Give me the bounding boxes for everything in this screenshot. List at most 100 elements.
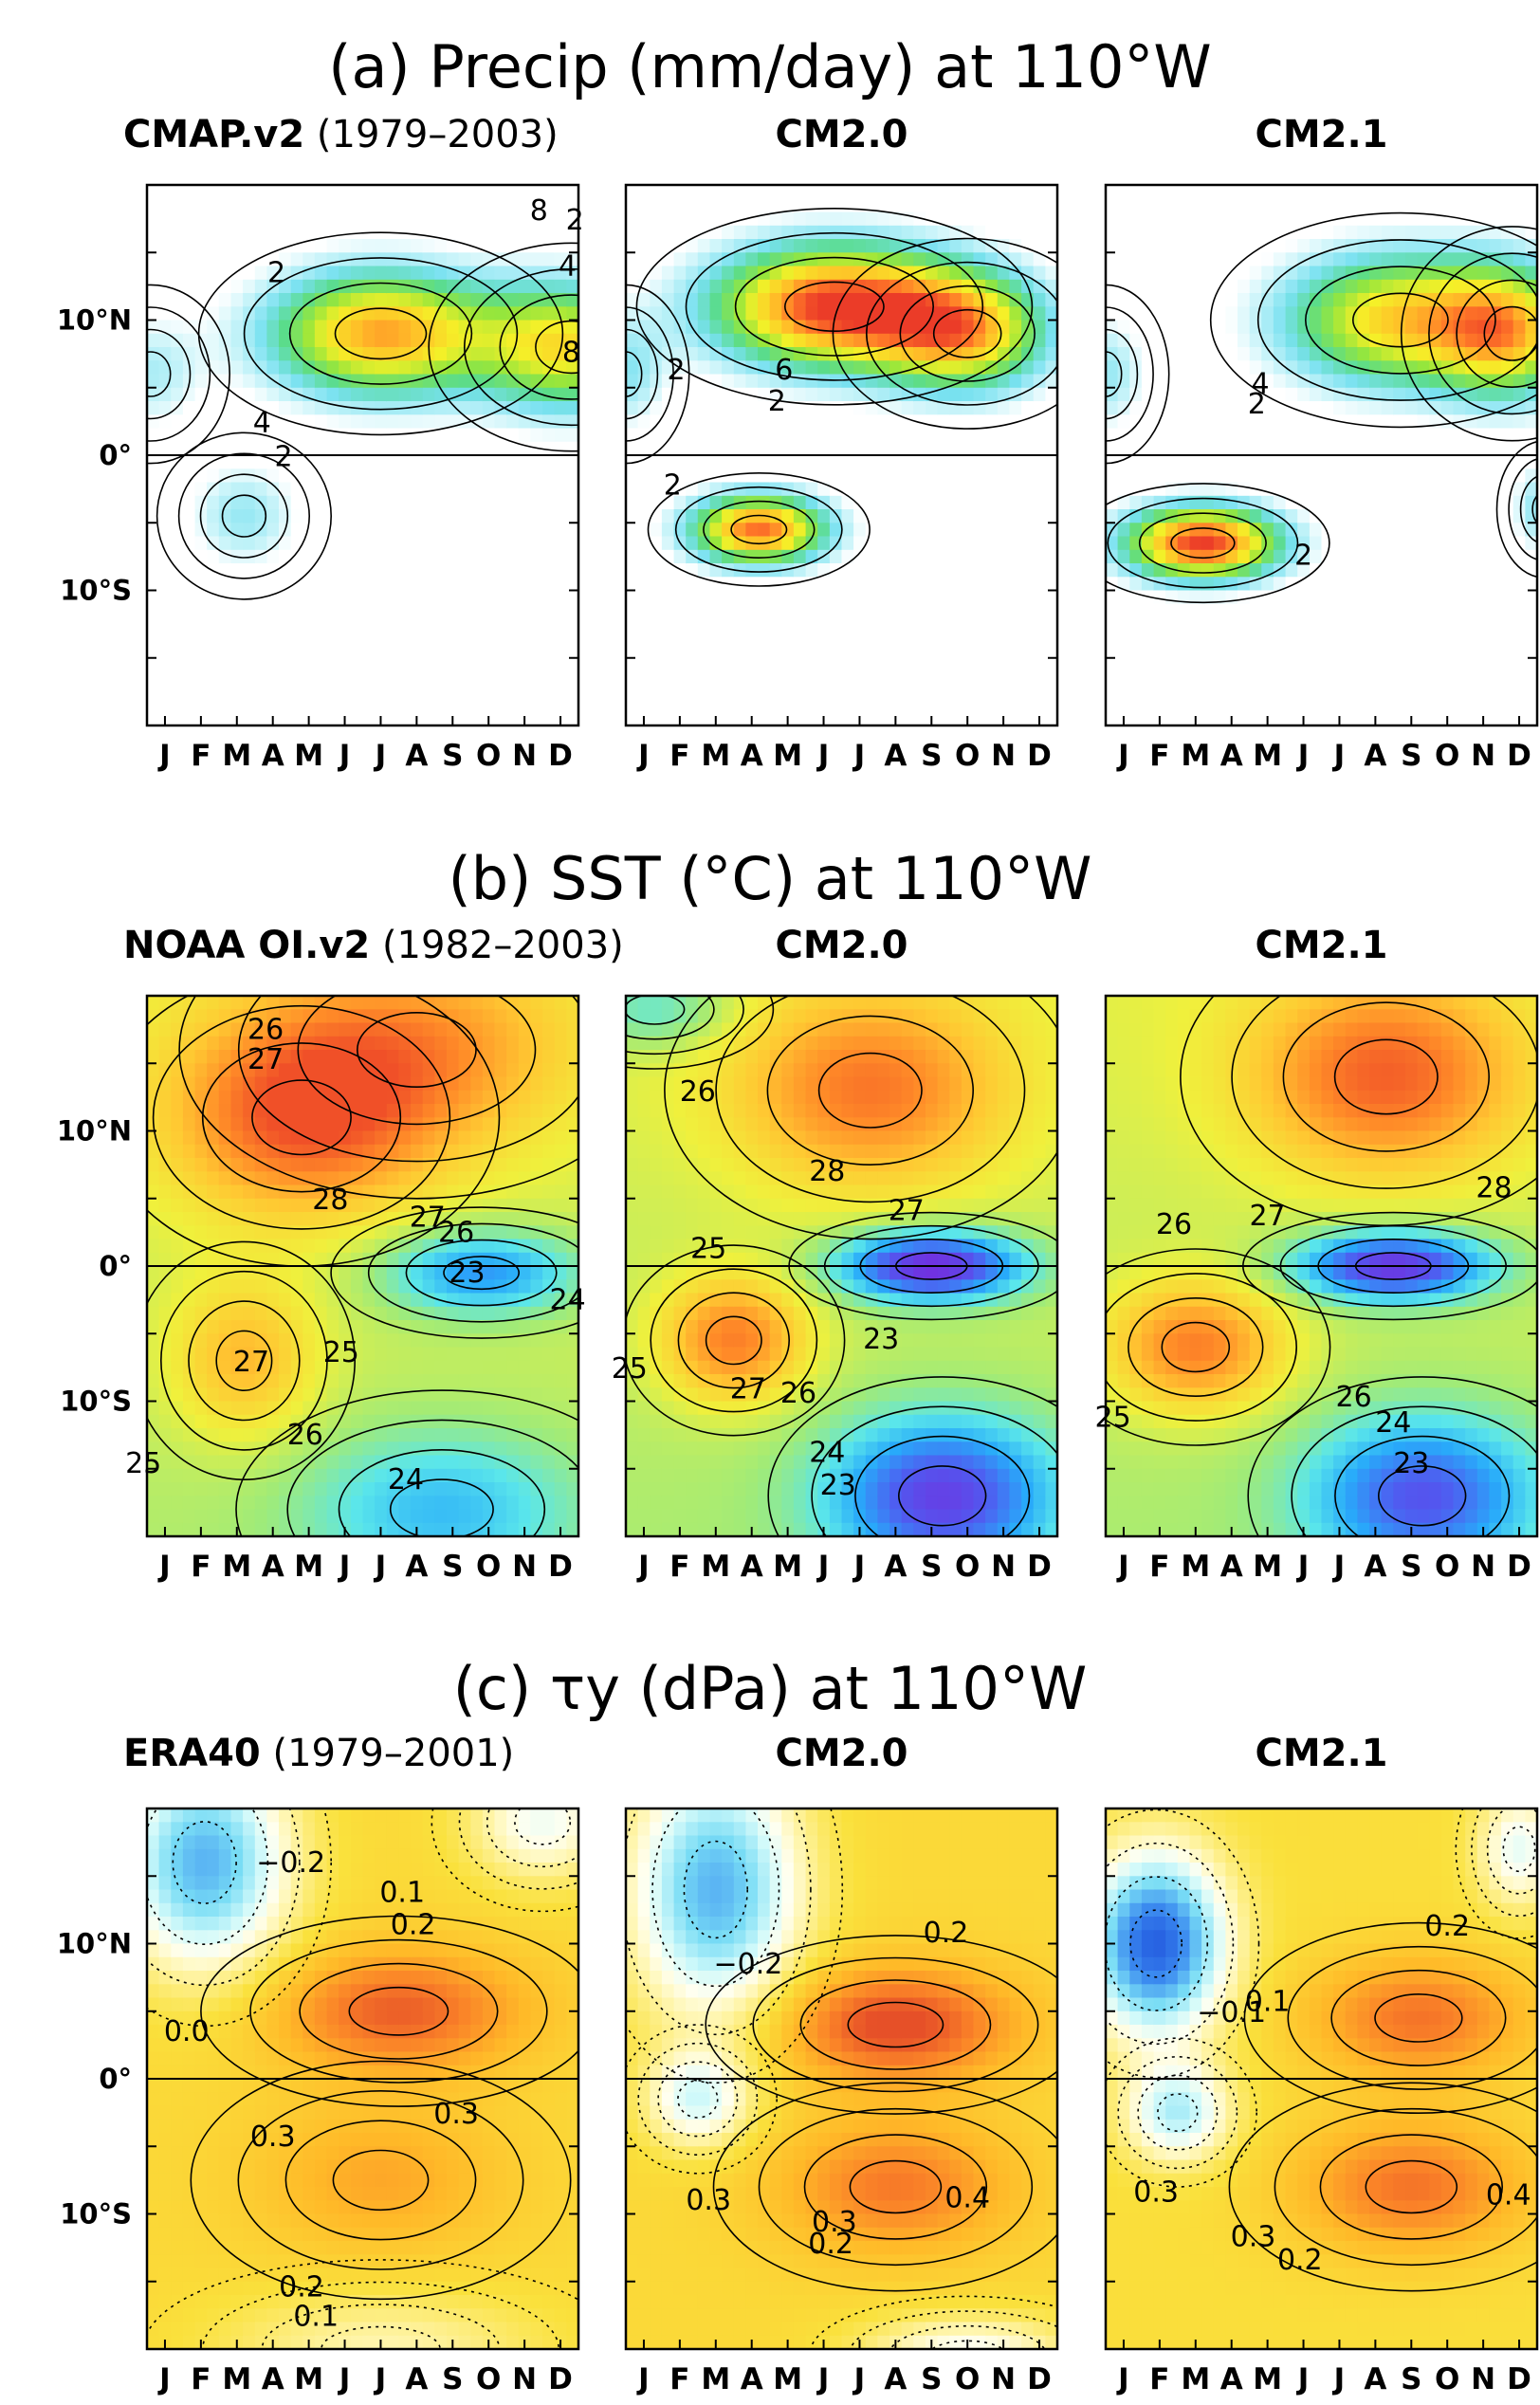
field-cell [985, 455, 999, 470]
field-cell [1165, 252, 1179, 267]
field-cell [1249, 509, 1263, 524]
field-cell [1440, 455, 1455, 470]
field-cell [1345, 495, 1359, 510]
field-cell [158, 996, 172, 1011]
field-cell [1141, 185, 1155, 200]
x-tick-label: F [191, 739, 211, 773]
field-cell [1261, 320, 1274, 335]
field-cell [230, 1266, 244, 1281]
field-cell [339, 266, 352, 281]
field-cell [1429, 698, 1442, 713]
field-cell [207, 306, 220, 321]
field-cell [1345, 603, 1359, 618]
field-cell [1106, 306, 1119, 321]
field-cell [1141, 549, 1155, 564]
field-cell [350, 603, 364, 618]
field-cell [482, 428, 496, 443]
field-cell [182, 428, 196, 443]
field-cell [1213, 239, 1227, 254]
field-cell [254, 1468, 268, 1483]
field-cell [218, 1144, 232, 1159]
field-cell [1429, 536, 1442, 551]
contour-label: 2 [275, 440, 293, 473]
field-cell [1333, 252, 1347, 267]
field-cell [1021, 252, 1035, 267]
field-cell [1297, 279, 1311, 294]
field-cell [901, 495, 915, 510]
field-cell [290, 711, 304, 725]
field-cell [1213, 685, 1227, 700]
field-cell [1153, 211, 1166, 227]
field-cell [661, 441, 675, 456]
field-cell [1429, 455, 1442, 470]
field-cell [362, 631, 376, 646]
field-cell [171, 1158, 184, 1173]
field-cell [1405, 387, 1419, 402]
field-cell [422, 441, 436, 456]
field-cell [207, 617, 220, 633]
field-cell [637, 631, 651, 646]
field-cell [781, 185, 795, 200]
field-cell [889, 360, 903, 376]
field-cell [961, 631, 975, 646]
field-cell [207, 1279, 220, 1294]
y-tick-label: 10°S [60, 575, 132, 607]
field-cell [194, 1509, 208, 1524]
field-cell [793, 347, 807, 362]
field-cell [853, 428, 867, 443]
field-cell [865, 657, 879, 672]
field-cell [243, 1225, 256, 1240]
field-cell [218, 1117, 232, 1132]
field-cell [1249, 644, 1263, 659]
field-cell [171, 1496, 184, 1511]
field-cell [1345, 252, 1359, 267]
field-cell [853, 523, 867, 538]
field-cell [158, 523, 172, 538]
field-cell [865, 347, 879, 362]
field-cell [1369, 644, 1383, 659]
field-cell [745, 631, 759, 646]
field-cell [147, 495, 160, 510]
field-cell [506, 360, 520, 376]
field-cell [1238, 428, 1251, 443]
field-cell [506, 698, 520, 713]
field-cell [147, 1306, 160, 1321]
field-cell [1129, 577, 1143, 592]
field-cell [650, 563, 663, 578]
field-cell [1165, 293, 1179, 308]
field-cell [626, 685, 639, 700]
field-cell [243, 211, 256, 227]
field-cell [1021, 549, 1035, 564]
field-cell [985, 685, 999, 700]
field-cell [1501, 644, 1514, 659]
field-cell [1501, 509, 1514, 524]
field-cell [1045, 482, 1057, 497]
field-cell [769, 306, 783, 321]
field-cell [1033, 536, 1047, 551]
field-cell [1177, 239, 1191, 254]
field-cell [1021, 387, 1035, 402]
field-cell [411, 685, 424, 700]
field-cell [362, 482, 376, 497]
field-cell [1489, 360, 1502, 376]
field-cell [171, 631, 184, 646]
field-cell [661, 266, 675, 281]
field-cell [1045, 577, 1057, 592]
field-cell [961, 495, 975, 510]
field-cell [1501, 347, 1514, 362]
field-cell [1297, 631, 1311, 646]
field-cell [758, 306, 771, 321]
field-cell [266, 1225, 280, 1240]
field-cell [1357, 441, 1370, 456]
field-cell [1417, 441, 1430, 456]
field-cell [218, 1401, 232, 1416]
field-cell [398, 685, 412, 700]
field-cell [1129, 495, 1143, 510]
field-cell [494, 536, 507, 551]
field-cell [626, 563, 639, 578]
field-cell [542, 455, 556, 470]
field-cell [1165, 198, 1179, 213]
field-cell [1117, 617, 1130, 633]
field-cell [1357, 549, 1370, 564]
field-cell [817, 617, 831, 633]
